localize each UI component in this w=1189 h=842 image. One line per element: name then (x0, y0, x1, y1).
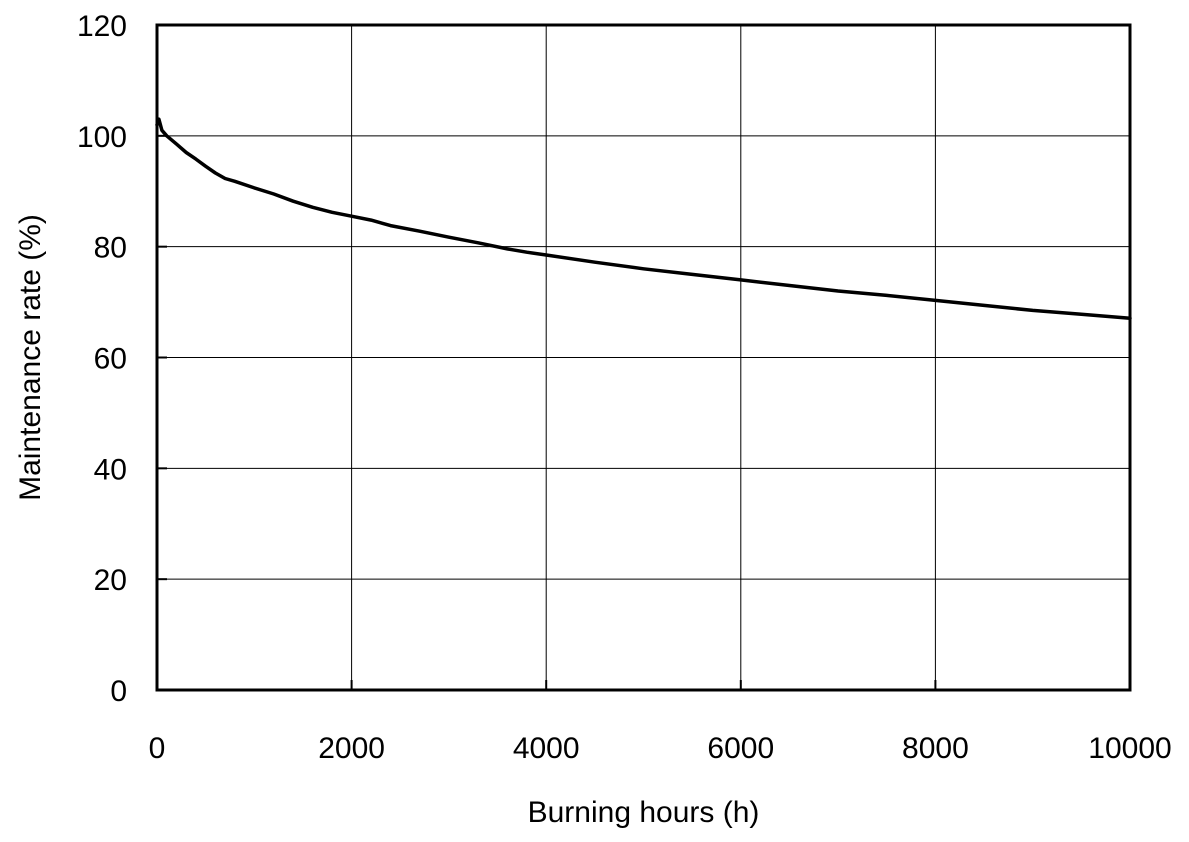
y-tick-label: 100 (77, 121, 127, 154)
x-tick-label: 8000 (902, 732, 969, 765)
x-tick-label: 4000 (513, 732, 580, 765)
y-tick-label: 80 (94, 232, 127, 265)
grid (157, 25, 1130, 690)
y-tick-label: 60 (94, 343, 127, 376)
x-tick-label: 0 (149, 732, 166, 765)
x-tick-label: 2000 (318, 732, 385, 765)
y-axis-tick-labels: 0 20 40 60 80 100 120 (77, 10, 127, 708)
y-axis-title: Maintenance rate (%) (14, 214, 47, 501)
x-tick-label: 6000 (707, 732, 774, 765)
series-line (155, 117, 1132, 320)
x-tick-label: 10000 (1088, 732, 1171, 765)
y-tick-label: 20 (94, 564, 127, 597)
series-layer (155, 117, 1132, 320)
y-tick-label: 40 (94, 453, 127, 486)
x-axis-title: Burning hours (h) (528, 796, 760, 829)
y-tick-label: 0 (110, 675, 127, 708)
axis-ticks (156, 24, 1131, 691)
x-axis-tick-labels: 0 2000 4000 6000 8000 10000 (149, 732, 1172, 765)
y-tick-label: 120 (77, 10, 127, 43)
